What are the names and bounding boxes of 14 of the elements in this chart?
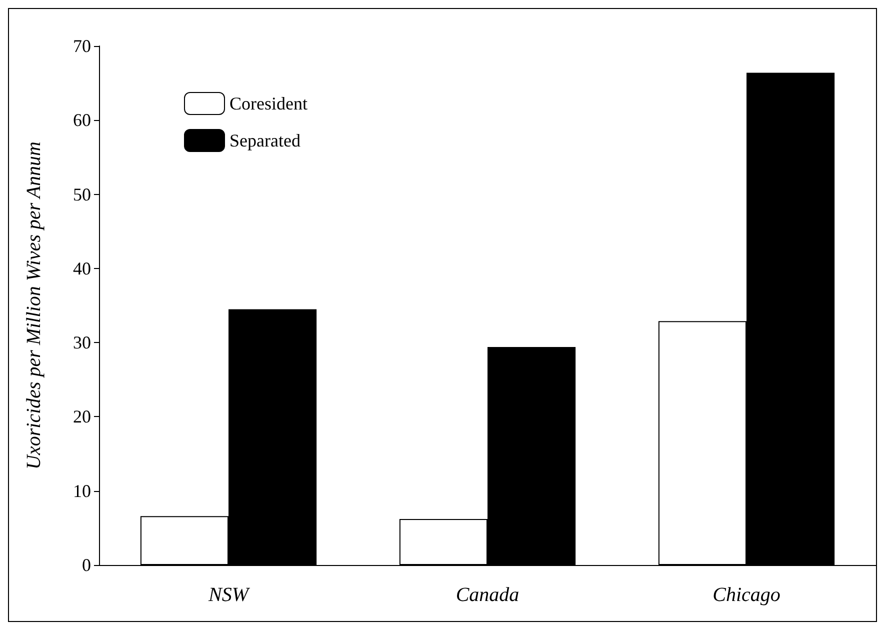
y-tick-label: 40	[73, 258, 91, 278]
y-tick-label: 30	[73, 332, 91, 353]
y-tick-label: 0	[82, 555, 91, 575]
y-tick-label: 20	[73, 406, 91, 427]
x-tick-label: Chicago	[712, 584, 780, 606]
y-tick-label: 70	[73, 36, 91, 56]
x-tick-label: NSW	[208, 584, 251, 606]
y-axis-title: Uxoricides per Million Wives per Annum	[23, 142, 45, 470]
y-tick-label: 50	[73, 184, 91, 204]
legend-label: Coresident	[230, 94, 308, 114]
y-tick-label: 60	[73, 110, 91, 130]
legend-label: Separated	[230, 130, 300, 150]
x-tick-label: Canada	[456, 584, 520, 606]
y-tick-label: 10	[73, 480, 91, 501]
